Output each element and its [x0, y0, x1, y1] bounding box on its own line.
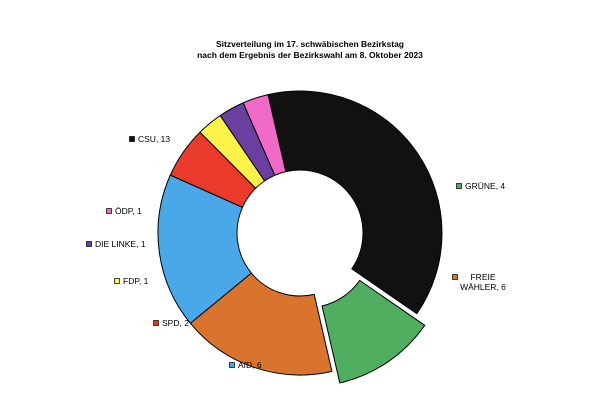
legend-marker [114, 278, 120, 284]
legend-marker [229, 362, 235, 368]
slice-label: CSU, 13 [138, 134, 170, 144]
legend-marker [153, 320, 159, 326]
slice-csu [267, 90, 443, 315]
slice-grüne [321, 279, 426, 384]
slice-label: GRÜNE, 4 [465, 181, 505, 191]
slice-label: ÖDP, 1 [115, 206, 142, 216]
slice-label: FDP, 1 [123, 276, 149, 286]
slice-afd [157, 174, 253, 324]
legend-marker [456, 183, 462, 189]
slice-label: DIE LINKE, 1 [95, 239, 146, 249]
slice-ödp [242, 94, 287, 176]
legend-marker [452, 274, 458, 280]
slices-group [157, 90, 443, 384]
legend-marker [86, 241, 92, 247]
slice-freie-wähler [189, 272, 333, 376]
legend-marker [129, 136, 135, 142]
slice-label: FREIE WÄHLER, 6 [460, 272, 506, 292]
slice-label: AfD, 6 [238, 360, 262, 370]
chart-title: Sitzverteilung im 17. schwäbischen Bezir… [216, 39, 404, 49]
legend-marker [106, 208, 112, 214]
labels-group: CSU, 13 GRÜNE, 4 FREIE WÄHLER, 6 AfD, 6 SPD, … [86, 134, 506, 370]
chart-subtitle: nach dem Ergebnis der Bezirkswahl am 8. … [197, 50, 423, 60]
slice-label: SPD, 2 [162, 318, 189, 328]
